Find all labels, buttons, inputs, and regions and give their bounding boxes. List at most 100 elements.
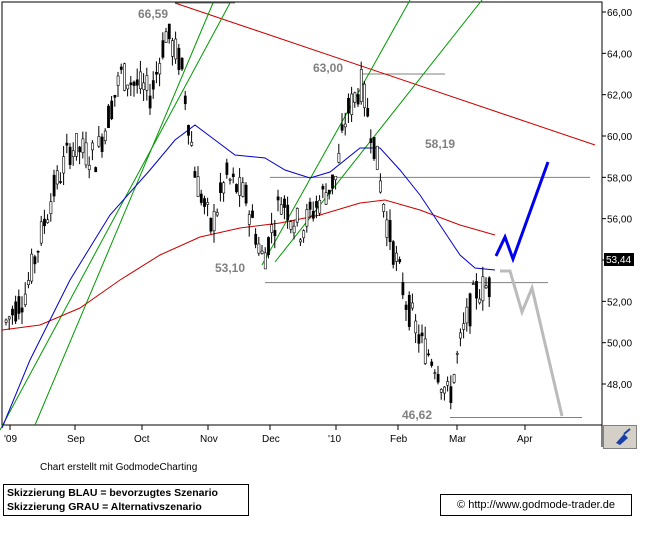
source-link[interactable]: © http://www.godmode-trader.de: [440, 494, 632, 516]
scenario-sketches: [494, 161, 564, 417]
candle-body: [110, 100, 114, 120]
candle-body: [222, 182, 226, 194]
price-annotations: 66,59 63,00 58,19 53,10 46,62: [138, 7, 455, 422]
uptrend-line-outer: [0, 2, 231, 431]
candle-body: [356, 94, 360, 105]
candle-body: [385, 219, 389, 238]
candle-body: [139, 71, 142, 90]
candle-body: [263, 252, 267, 270]
candle-body: [353, 92, 357, 103]
candle-body: [231, 173, 235, 178]
candle-body: [331, 174, 334, 189]
candle-body: [135, 79, 139, 86]
candle-body: [78, 146, 82, 153]
candle-body: [420, 332, 424, 337]
candle-body: [439, 389, 443, 393]
candle-body: [11, 308, 14, 316]
downtrend-line: [174, 2, 596, 146]
x-tick-label: '09: [4, 434, 17, 445]
candle-body: [404, 304, 408, 310]
y-tick-label: 60,00: [607, 132, 632, 143]
price-annotation: 58,19: [425, 137, 455, 151]
candle-body: [187, 125, 190, 136]
x-tick-label: Feb: [390, 434, 408, 445]
y-tick-label: 64,00: [607, 49, 632, 60]
candle-body: [481, 276, 485, 302]
candle-body: [68, 146, 72, 165]
candle-body: [235, 184, 238, 193]
scenario-legend: Skizzierung BLAU = bevorzugtes Szenario …: [3, 484, 249, 516]
candle-body: [311, 210, 315, 219]
candle-body: [423, 338, 427, 364]
price-annotation: 66,59: [138, 7, 168, 21]
source-url[interactable]: http://www.godmode-trader.de: [468, 499, 615, 511]
candle-body: [132, 81, 136, 86]
candle-body: [273, 230, 277, 237]
x-tick-label: Sep: [67, 434, 85, 445]
candle-body: [267, 237, 270, 255]
candle-body: [225, 162, 229, 175]
chart-tool-icon: [616, 428, 631, 445]
candle-body: [164, 31, 168, 43]
candle-body: [411, 302, 414, 309]
y-tick-label: 58,00: [607, 173, 632, 184]
candle-body: [279, 204, 283, 215]
candle-body: [452, 374, 456, 383]
candle-body: [27, 280, 30, 286]
chart-settings-button[interactable]: [603, 425, 637, 449]
candle-body: [308, 201, 312, 210]
candle-body: [4, 319, 8, 323]
candle-body: [174, 38, 178, 60]
candle-body: [446, 381, 450, 386]
x-tick-label: '10: [328, 434, 341, 445]
candles: [4, 23, 491, 410]
moving-average-blue: [1, 124, 496, 429]
candle-body: [350, 93, 354, 115]
candle-body: [289, 221, 293, 230]
scenario-blue-path: [494, 161, 550, 264]
candle-body: [215, 212, 219, 216]
candle-body: [94, 167, 98, 173]
candle-body: [459, 332, 462, 339]
candle-body: [427, 353, 430, 356]
candle-body: [414, 320, 418, 334]
candle-body: [372, 136, 376, 159]
candle-body: [14, 301, 18, 322]
y-tick-label: 66,00: [607, 8, 632, 19]
candle-body: [318, 199, 322, 214]
candle-body: [443, 386, 446, 394]
candle-body: [167, 23, 171, 40]
candle-body: [43, 218, 46, 227]
candle-body: [123, 63, 126, 91]
candle-body: [292, 225, 296, 234]
candle-body: [46, 219, 50, 223]
candle-body: [391, 241, 395, 265]
candle-body: [145, 75, 149, 91]
channel-upper-line: [261, 0, 411, 266]
candle-body: [334, 175, 338, 181]
y-tick-label: 48,00: [607, 380, 632, 391]
plot-area: [1, 1, 603, 426]
y-tick-label: 50,00: [607, 339, 632, 350]
candle-body: [305, 209, 309, 227]
candle-body: [158, 63, 162, 75]
last-price-tag: 53,44: [604, 253, 634, 266]
candle-body: [84, 142, 88, 166]
candle-body: [177, 47, 181, 71]
candle-body: [366, 108, 370, 117]
x-tick-label: Dec: [262, 434, 280, 445]
candle-body: [388, 220, 392, 242]
y-axis: 48,0050,0052,0054,0056,0058,0060,0062,00…: [602, 8, 632, 391]
candle-body: [478, 298, 482, 304]
candle-body: [23, 293, 27, 306]
candle-body: [113, 94, 117, 98]
candle-body: [17, 296, 21, 314]
candle-body: [244, 184, 248, 204]
y-tick-label: 56,00: [607, 215, 632, 226]
candle-body: [103, 130, 107, 141]
candle-body: [129, 82, 133, 86]
x-tick-label: Apr: [517, 434, 533, 445]
candle-body: [340, 124, 344, 131]
candle-body: [180, 57, 184, 70]
candle-body: [363, 83, 366, 108]
